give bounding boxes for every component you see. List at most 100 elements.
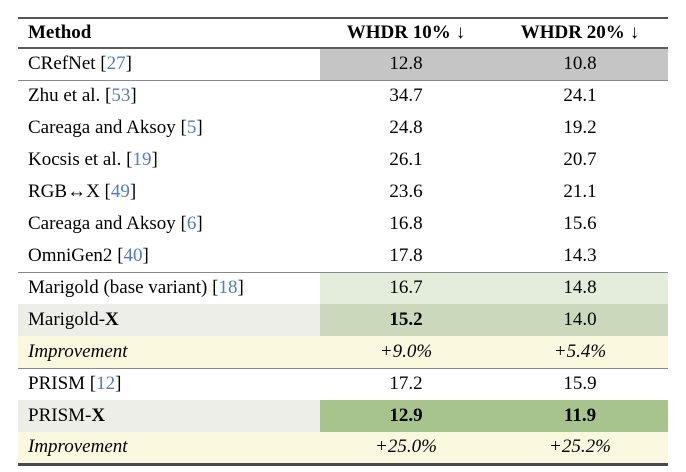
cite-bracket-close: ] bbox=[142, 244, 149, 266]
cite-bracket-open: [ bbox=[112, 244, 124, 266]
method-cell: Careaga and Aksoy [5] bbox=[18, 112, 320, 144]
cite-bracket-close: ] bbox=[129, 181, 137, 202]
header-whdr20-label: WHDR 20% bbox=[520, 22, 625, 43]
method-name: PRISM bbox=[28, 373, 86, 395]
results-table: Method WHDR 10% ↓ WHDR 20% ↓ CRefNet [27] … bbox=[18, 17, 668, 466]
cite-bracket-open: [ bbox=[99, 181, 111, 202]
header-method-label: Method bbox=[28, 22, 92, 43]
citation-link[interactable]: 40 bbox=[123, 244, 143, 266]
table-row-improvement-prism: Improvement +25.0% +25.2% bbox=[18, 432, 668, 464]
table-row-improvement-marigold: Improvement +9.0% +5.4% bbox=[18, 336, 668, 368]
table-row-omnigen2: OmniGen2 [40] 17.8 14.3 bbox=[18, 240, 668, 272]
method-cell: Improvement bbox=[18, 336, 320, 368]
method-name: Improvement bbox=[28, 340, 128, 362]
method-cell: CRefNet [27] bbox=[18, 48, 320, 80]
table-row-marigold-base: Marigold (base variant) [18] 16.7 14.8 bbox=[18, 272, 668, 304]
method-name: Marigold- bbox=[28, 309, 106, 330]
whdr20-cell: 14.3 bbox=[563, 244, 597, 266]
header-whdr10-label: WHDR 10% bbox=[346, 22, 451, 43]
method-name: OmniGen2 bbox=[28, 244, 113, 266]
whdr20-cell: 20.7 bbox=[563, 149, 597, 170]
down-arrow-icon: ↓ bbox=[455, 22, 466, 43]
whdr20-cell: 15.9 bbox=[563, 373, 597, 395]
table-row-careaga6: Careaga and Aksoy [6] 16.8 15.6 bbox=[18, 208, 668, 240]
method-name: CRefNet bbox=[28, 53, 96, 75]
method-cell: Marigold-X bbox=[18, 304, 320, 336]
header-row: Method WHDR 10% ↓ WHDR 20% ↓ bbox=[18, 18, 668, 48]
cite-bracket-close: ] bbox=[125, 53, 132, 75]
whdr10-cell: +25.0% bbox=[375, 436, 437, 458]
whdr20-cell: 11.9 bbox=[492, 400, 668, 432]
cite-bracket-close: ] bbox=[115, 373, 122, 395]
cite-bracket-open: [ bbox=[175, 213, 187, 234]
citation-link[interactable]: 27 bbox=[106, 53, 126, 75]
whdr20-cell: 14.8 bbox=[492, 272, 668, 304]
whdr10-cell: 34.7 bbox=[389, 85, 423, 107]
header-whdr20: WHDR 20% ↓ bbox=[492, 18, 668, 48]
whdr10-cell: 12.9 bbox=[320, 400, 492, 432]
method-name: RGB↔X bbox=[28, 181, 100, 202]
whdr20-cell: 14.0 bbox=[492, 304, 668, 336]
cite-bracket-open: [ bbox=[85, 373, 97, 395]
citation-link[interactable]: 5 bbox=[186, 117, 197, 138]
whdr10-cell: +9.0% bbox=[379, 340, 433, 362]
whdr20-cell: 19.2 bbox=[563, 117, 597, 138]
whdr20-cell: 21.1 bbox=[563, 181, 597, 202]
method-name: Marigold (base variant) bbox=[28, 277, 208, 299]
table-row-careaga5: Careaga and Aksoy [5] 24.8 19.2 bbox=[18, 112, 668, 144]
citation-link[interactable]: 49 bbox=[110, 181, 130, 202]
header-whdr10: WHDR 10% ↓ bbox=[320, 18, 492, 48]
whdr20-cell: 24.1 bbox=[563, 85, 597, 107]
citation-link[interactable]: 6 bbox=[186, 213, 197, 234]
header-method: Method bbox=[18, 18, 320, 48]
cite-bracket-close: ] bbox=[196, 117, 203, 138]
citation-link[interactable]: 53 bbox=[111, 85, 131, 107]
method-bold-suffix: X bbox=[105, 309, 119, 330]
whdr20-cell: +25.2% bbox=[549, 436, 611, 458]
method-cell: Improvement bbox=[18, 432, 320, 464]
whdr10-cell: 24.8 bbox=[389, 117, 423, 138]
method-name: Careaga and Aksoy bbox=[28, 117, 176, 138]
cite-bracket-close: ] bbox=[196, 213, 203, 234]
down-arrow-icon: ↓ bbox=[629, 22, 640, 43]
method-name: Zhu et al. bbox=[28, 85, 101, 107]
table-row-marigold-x: Marigold-X 15.2 14.0 bbox=[18, 304, 668, 336]
method-name: PRISM- bbox=[28, 405, 92, 426]
whdr20-cell: 15.6 bbox=[563, 213, 597, 234]
cite-bracket-close: ] bbox=[151, 149, 158, 170]
cite-bracket-open: [ bbox=[175, 117, 187, 138]
citation-link[interactable]: 12 bbox=[96, 373, 116, 395]
cite-bracket-open: [ bbox=[95, 53, 107, 75]
whdr10-cell: 26.1 bbox=[389, 149, 423, 170]
table-row-zhu: Zhu et al. [53] 34.7 24.1 bbox=[18, 80, 668, 112]
method-cell: Zhu et al. [53] bbox=[18, 80, 320, 112]
whdr10-cell: 15.2 bbox=[320, 304, 492, 336]
method-cell: Marigold (base variant) [18] bbox=[18, 272, 320, 304]
method-cell: OmniGen2 [40] bbox=[18, 240, 320, 272]
cite-bracket-open: [ bbox=[121, 149, 133, 170]
whdr10-cell: 12.8 bbox=[320, 48, 492, 80]
citation-link[interactable]: 18 bbox=[218, 277, 238, 299]
whdr20-cell: 10.8 bbox=[492, 48, 668, 80]
method-name: Careaga and Aksoy bbox=[28, 213, 176, 234]
whdr10-cell: 16.7 bbox=[320, 272, 492, 304]
whdr10-cell: 23.6 bbox=[389, 181, 423, 202]
method-name: Kocsis et al. bbox=[28, 149, 122, 170]
method-name: Improvement bbox=[28, 436, 128, 458]
method-cell: Careaga and Aksoy [6] bbox=[18, 208, 320, 240]
citation-link[interactable]: 19 bbox=[132, 149, 152, 170]
method-cell: PRISM-X bbox=[18, 400, 320, 432]
cite-bracket-close: ] bbox=[130, 85, 137, 107]
table-row-prism-x: PRISM-X 12.9 11.9 bbox=[18, 400, 668, 432]
whdr20-cell: +5.4% bbox=[553, 340, 607, 362]
cite-bracket-open: [ bbox=[207, 277, 219, 299]
table-row-kocsis: Kocsis et al. [19] 26.1 20.7 bbox=[18, 144, 668, 176]
table-row-prism: PRISM [12] 17.2 15.9 bbox=[18, 368, 668, 400]
method-cell: PRISM [12] bbox=[18, 368, 320, 400]
table-row-rgbx: RGB↔X [49] 23.6 21.1 bbox=[18, 176, 668, 208]
method-cell: RGB↔X [49] bbox=[18, 176, 320, 208]
whdr10-cell: 17.8 bbox=[389, 244, 423, 266]
table-row-crefnet: CRefNet [27] 12.8 10.8 bbox=[18, 48, 668, 80]
method-cell: Kocsis et al. [19] bbox=[18, 144, 320, 176]
whdr10-cell: 17.2 bbox=[389, 373, 423, 395]
